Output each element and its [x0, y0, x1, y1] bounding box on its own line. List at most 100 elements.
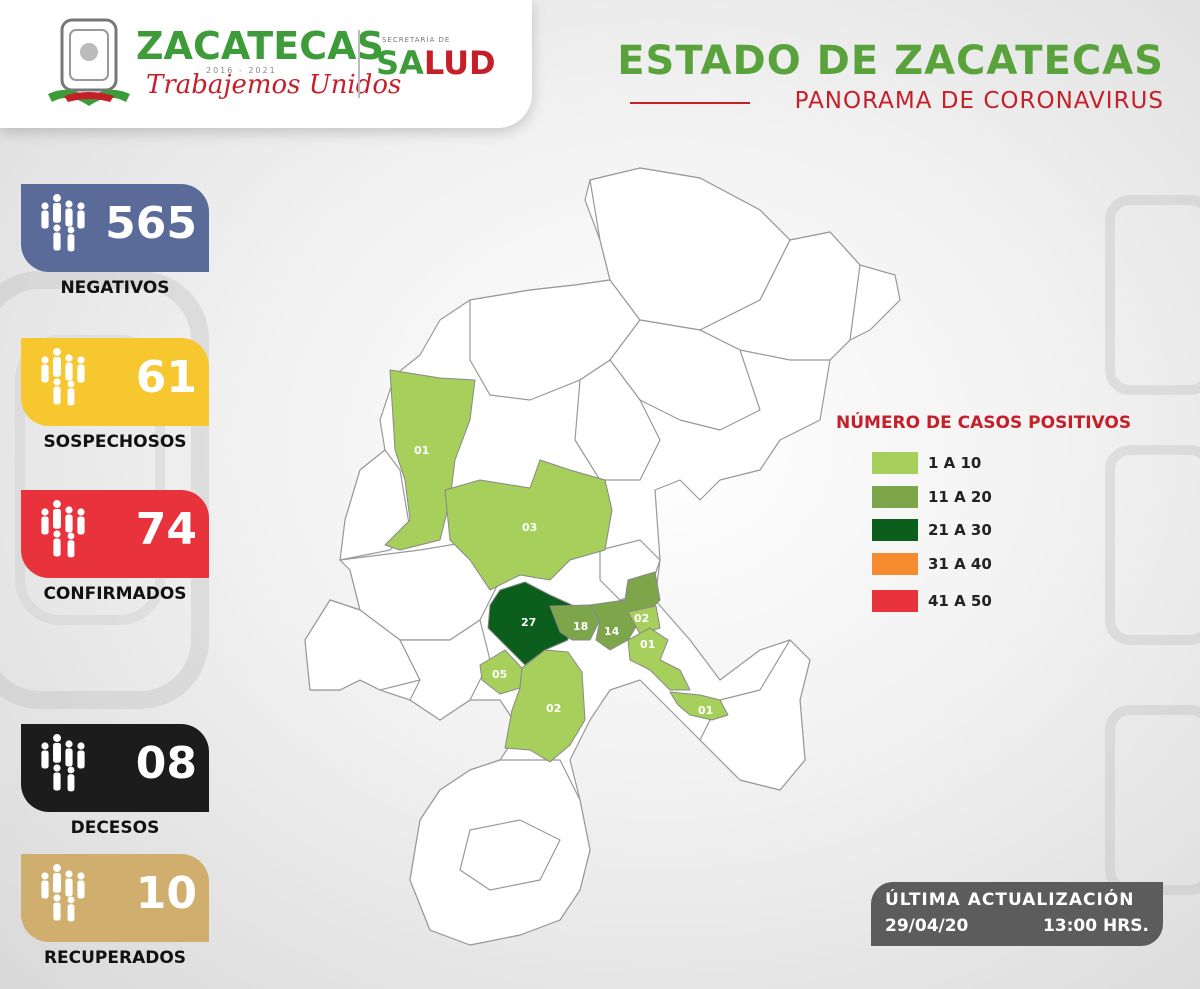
municipality [699, 231, 861, 361]
person-figure [65, 870, 73, 897]
brand-name: ZACATECAS [136, 24, 384, 68]
person-figure [77, 742, 85, 769]
stat-recuperados: 10 RECUPERADOS [21, 854, 209, 968]
person-figure [65, 354, 73, 381]
legend-label: 21 A 30 [928, 521, 992, 539]
subtitle-rule [630, 102, 750, 104]
stat-box [21, 854, 209, 942]
person-figure [53, 864, 61, 893]
last-update-box: ÚLTIMA ACTUALIZACIÓN 29/04/20 13:00 HRS. [871, 882, 1163, 946]
person-figure [67, 766, 75, 792]
legend-label: 11 A 20 [928, 488, 992, 506]
secretaria-label: SECRETARÍA DE [382, 36, 451, 44]
stat-confirmados: 74 CONFIRMADOS [21, 490, 209, 604]
municipality [339, 449, 411, 561]
brand-years: 2016 - 2021 [206, 66, 277, 75]
person-figure [67, 896, 75, 922]
stat-sospechosos: 61 SOSPECHOSOS [21, 338, 209, 452]
legend-swatch [872, 553, 918, 575]
map-label: 01 [698, 704, 713, 717]
legend-label: 31 A 40 [928, 555, 992, 573]
person-figure [53, 530, 61, 557]
last-update-title: ÚLTIMA ACTUALIZACIÓN [885, 890, 1135, 910]
legend-swatch [872, 590, 918, 612]
municipality [574, 359, 661, 481]
person-figure [67, 380, 75, 406]
person-figure [53, 734, 61, 763]
person-figure [65, 506, 73, 533]
legend-swatch [872, 519, 918, 541]
last-update-time: 13:00 HRS. [1042, 916, 1149, 936]
watermark-crest-right-2 [1105, 445, 1200, 645]
stat-label: NEGATIVOS [60, 278, 170, 298]
person-figure [65, 740, 73, 767]
municipality-range-1-10 [627, 627, 691, 691]
person-figure [41, 202, 49, 229]
people-icon [41, 194, 85, 252]
map-label: 03 [522, 521, 537, 534]
map-label: 01 [640, 638, 655, 651]
map-label: 01 [414, 444, 429, 457]
header-logo-card: ZACATECAS 2016 - 2021 Trabajemos Unidos … [0, 0, 532, 128]
stat-decesos: 08 DECESOS [21, 724, 209, 838]
map-label: 05 [492, 668, 507, 681]
page-title: ESTADO DE ZACATECAS [617, 38, 1164, 84]
person-figure [41, 742, 49, 769]
zacatecas-municipality-map: 01 03 27 18 14 02 01 05 02 01 [304, 167, 901, 946]
person-figure [53, 224, 61, 251]
stat-label: DECESOS [70, 818, 160, 838]
municipality [399, 619, 491, 721]
stat-box [21, 184, 209, 272]
person-figure [67, 532, 75, 558]
map-label: 02 [546, 702, 561, 715]
stat-label: RECUPERADOS [43, 948, 187, 968]
person-figure [53, 500, 61, 529]
stat-label: SOSPECHOSOS [43, 432, 187, 452]
person-figure [41, 508, 49, 535]
legend-swatch [872, 452, 918, 474]
stat-value: 61 [135, 352, 197, 403]
stat-box [21, 490, 209, 578]
person-figure [53, 894, 61, 921]
people-icon [41, 348, 85, 406]
person-figure [53, 348, 61, 377]
brand-tagline: Trabajemos Unidos [146, 70, 402, 100]
header-divider [358, 30, 360, 98]
page-subtitle: PANORAMA DE CORONAVIRUS [794, 88, 1164, 114]
zacatecas-crest-icon [48, 18, 130, 106]
municipality [459, 819, 561, 891]
municipality [699, 639, 811, 791]
legend-label: 41 A 50 [928, 592, 992, 610]
person-figure [41, 356, 49, 383]
salud-text-a: SA [376, 44, 424, 82]
watermark-crest-right-3 [1105, 705, 1200, 895]
stat-value: 10 [135, 868, 197, 919]
watermark-crest-right-1 [1105, 195, 1200, 395]
legend-title: NÚMERO DE CASOS POSITIVOS [836, 413, 1132, 433]
person-figure [77, 508, 85, 535]
municipality-range-1-10 [444, 459, 613, 591]
people-icon [41, 734, 85, 792]
salud-logo: SALUD [376, 44, 496, 82]
people-icon [41, 500, 85, 558]
municipality-range-1-10 [504, 649, 586, 763]
stat-value: 565 [105, 198, 197, 249]
salud-text-b: LUD [423, 44, 496, 82]
person-figure [67, 226, 75, 252]
municipality-range-1-10 [669, 691, 729, 721]
person-figure [77, 202, 85, 229]
map-label: 14 [604, 625, 620, 638]
map-label: 02 [634, 612, 649, 625]
last-update-date: 29/04/20 [885, 916, 969, 936]
legend-swatch [872, 486, 918, 508]
municipality [409, 759, 591, 946]
person-figure [77, 356, 85, 383]
stat-negativos: 565 NEGATIVOS [21, 184, 209, 298]
stat-box [21, 338, 209, 426]
municipality [609, 319, 761, 431]
person-figure [65, 200, 73, 227]
stat-box [21, 724, 209, 812]
person-figure [53, 194, 61, 223]
person-figure [41, 872, 49, 899]
legend-label: 1 A 10 [928, 454, 982, 472]
